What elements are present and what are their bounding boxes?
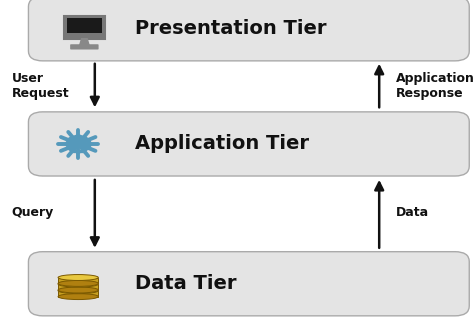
Text: Application
Response: Application Response — [396, 71, 474, 100]
Ellipse shape — [58, 293, 99, 299]
Ellipse shape — [58, 281, 99, 287]
Text: Data: Data — [396, 206, 429, 219]
Ellipse shape — [58, 287, 99, 293]
Bar — [58, 284, 99, 290]
Bar — [58, 278, 99, 283]
FancyBboxPatch shape — [67, 18, 102, 33]
Text: Presentation Tier: Presentation Tier — [135, 19, 327, 38]
Text: User
Request: User Request — [12, 71, 70, 100]
Text: Query: Query — [12, 206, 54, 219]
Bar — [58, 291, 99, 297]
FancyBboxPatch shape — [28, 252, 469, 316]
Ellipse shape — [58, 288, 99, 293]
Text: Application Tier: Application Tier — [135, 135, 309, 153]
Ellipse shape — [58, 280, 99, 286]
Polygon shape — [79, 38, 90, 46]
FancyBboxPatch shape — [64, 16, 105, 39]
FancyBboxPatch shape — [28, 112, 469, 176]
Text: Data Tier: Data Tier — [135, 274, 237, 293]
Ellipse shape — [58, 274, 99, 280]
FancyBboxPatch shape — [70, 44, 99, 49]
FancyBboxPatch shape — [28, 0, 469, 61]
